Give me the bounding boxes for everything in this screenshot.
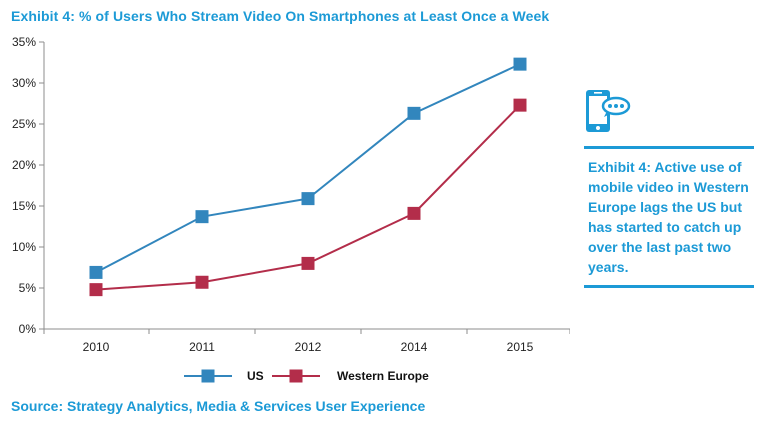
smartphone-chat-icon	[586, 90, 631, 132]
x-tick-label: 2011	[189, 340, 215, 354]
x-tick-label: 2012	[295, 340, 322, 354]
sidebar-divider-bottom	[584, 285, 754, 288]
sidebar-caption: Exhibit 4: Active use of mobile video in…	[588, 159, 749, 275]
y-tick-label: 10%	[12, 240, 36, 254]
data-point-western-europe	[195, 275, 209, 289]
x-tick-label: 2010	[83, 340, 110, 354]
y-ticks: 0% 5% 10% 15% 20% 25% 30% 35%	[12, 35, 44, 336]
data-point-us	[513, 57, 527, 71]
chart-title: Exhibit 4: % of Users Who Stream Video O…	[11, 8, 550, 24]
x-tick-label: 2015	[507, 340, 534, 354]
x-axis: 2010 2011 2012 2014 2015	[43, 328, 570, 354]
data-point-western-europe	[89, 283, 103, 297]
data-point-western-europe	[513, 98, 527, 112]
source-note: Source: Strategy Analytics, Media & Serv…	[11, 398, 426, 414]
y-axis: 0% 5% 10% 15% 20% 25% 30% 35%	[12, 35, 45, 336]
y-tick-label: 30%	[12, 76, 36, 90]
sidebar-divider-top	[584, 146, 754, 149]
data-point-us	[195, 210, 209, 224]
line-chart: 0%5%10%15%20%25%30%35% 2010 2011 2012 2014 2…	[12, 35, 570, 383]
x-tick-label: 2014	[401, 340, 428, 354]
legend-label-western-europe: Western Europe	[337, 369, 429, 383]
y-tick-label: 15%	[12, 199, 36, 213]
y-tick-label: 5%	[19, 281, 37, 295]
x-ticks: 2010 2011 2012 2014 2015	[43, 329, 570, 354]
y-tick-label: 25%	[12, 117, 36, 131]
y-tick-label: 35%	[12, 35, 36, 49]
data-point-western-europe	[301, 256, 315, 270]
data-point-western-europe	[407, 206, 421, 220]
legend-label-us: US	[247, 369, 264, 383]
legend-marker-western-europe	[289, 369, 303, 383]
series-layer	[89, 57, 527, 297]
data-point-us	[407, 106, 421, 120]
data-point-us	[89, 265, 103, 279]
y-tick-label: 0%	[19, 322, 37, 336]
y-tick-label: 20%	[12, 158, 36, 172]
sidebar-callout: Exhibit 4: Active use of mobile video in…	[584, 88, 754, 288]
chart-legend: US Western Europe	[184, 369, 429, 383]
legend-marker-us	[201, 369, 215, 383]
series-line-us	[95, 63, 521, 274]
data-point-us	[301, 192, 315, 206]
